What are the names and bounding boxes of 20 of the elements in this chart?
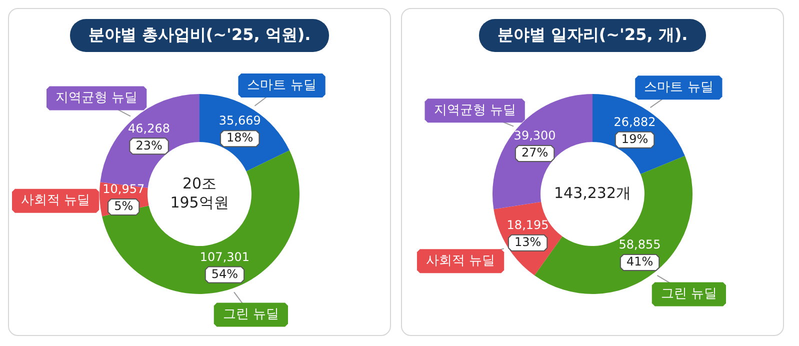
data-label: 18,195 13%: [506, 218, 549, 249]
slice-label: 그린 뉴딜: [222, 307, 280, 322]
slice-label: 그린 뉴딜: [660, 286, 717, 302]
chart-title: 분야별 일자리(~'25, 개).: [479, 19, 706, 52]
text: 20조 195억원: [170, 174, 229, 212]
slice-label: 사회적 뉴딜: [20, 193, 90, 208]
data-label: 35,669 18%: [218, 114, 261, 145]
data-label: 10,957 5%: [102, 182, 145, 214]
data-label: 107,301 54%: [200, 250, 250, 281]
slice-label: 스마트 뉴딜: [644, 80, 714, 95]
chart-title: 분야별 총사업비(~'25, 억원).: [70, 19, 329, 52]
slice-label: 지역균형 뉴딜: [56, 90, 138, 106]
slice-label: 사회적 뉴딜: [426, 254, 496, 269]
data-label: 26,882 19%: [614, 114, 656, 146]
slice-label: 스마트 뉴딜: [247, 78, 316, 93]
data-label: 39,300 27%: [514, 128, 556, 160]
data-label: 58,855 41%: [618, 238, 661, 269]
data-label: 46,268 23%: [128, 121, 170, 152]
text: 143,232개: [554, 184, 632, 202]
slice-label: 지역균형 뉴딜: [434, 103, 516, 118]
